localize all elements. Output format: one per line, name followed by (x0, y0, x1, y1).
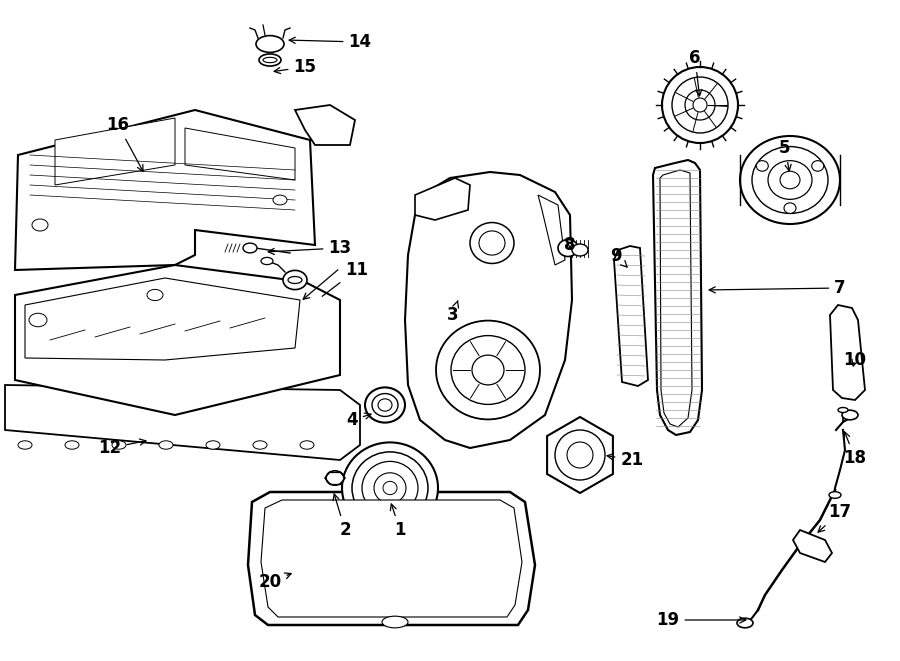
Ellipse shape (780, 171, 800, 189)
Text: 5: 5 (779, 139, 791, 171)
Text: 8: 8 (564, 236, 576, 254)
Ellipse shape (288, 276, 302, 284)
Ellipse shape (737, 618, 753, 628)
Polygon shape (405, 172, 572, 448)
Text: 7: 7 (709, 279, 846, 297)
Ellipse shape (65, 441, 79, 449)
Text: 10: 10 (843, 351, 867, 369)
Polygon shape (740, 155, 840, 205)
Ellipse shape (740, 136, 840, 224)
Polygon shape (295, 105, 355, 145)
Ellipse shape (555, 430, 605, 480)
Ellipse shape (383, 481, 397, 494)
Text: 19: 19 (656, 611, 746, 629)
Text: 2: 2 (333, 494, 351, 539)
Ellipse shape (472, 355, 504, 385)
Ellipse shape (558, 239, 578, 256)
Ellipse shape (159, 441, 173, 449)
Ellipse shape (829, 492, 841, 498)
Ellipse shape (253, 441, 267, 449)
Polygon shape (248, 492, 535, 625)
Ellipse shape (283, 270, 307, 290)
Ellipse shape (300, 441, 314, 449)
Polygon shape (15, 265, 340, 415)
Text: 9: 9 (610, 247, 627, 267)
Ellipse shape (382, 616, 408, 628)
Polygon shape (653, 160, 702, 435)
Text: 13: 13 (268, 239, 352, 257)
Ellipse shape (243, 243, 257, 253)
Ellipse shape (479, 231, 505, 255)
Polygon shape (261, 500, 522, 617)
Text: 3: 3 (447, 301, 459, 324)
Ellipse shape (374, 473, 406, 503)
Text: 14: 14 (289, 33, 372, 51)
Ellipse shape (672, 77, 728, 133)
Ellipse shape (18, 441, 32, 449)
Ellipse shape (572, 244, 588, 256)
Ellipse shape (365, 387, 405, 422)
Ellipse shape (372, 393, 398, 416)
Ellipse shape (263, 58, 277, 63)
Ellipse shape (752, 147, 828, 214)
Ellipse shape (756, 161, 769, 171)
Ellipse shape (29, 313, 47, 327)
Ellipse shape (662, 95, 738, 114)
Ellipse shape (685, 90, 715, 120)
Text: 17: 17 (818, 503, 851, 532)
Ellipse shape (326, 471, 344, 485)
Ellipse shape (362, 461, 418, 515)
Polygon shape (15, 110, 315, 270)
Polygon shape (830, 305, 865, 400)
Ellipse shape (768, 161, 812, 200)
Ellipse shape (693, 98, 707, 112)
Ellipse shape (273, 195, 287, 205)
Ellipse shape (470, 223, 514, 264)
Ellipse shape (256, 36, 284, 52)
Polygon shape (185, 128, 295, 180)
Text: 21: 21 (608, 451, 643, 469)
Ellipse shape (352, 452, 428, 524)
Ellipse shape (206, 441, 220, 449)
Ellipse shape (112, 441, 126, 449)
Ellipse shape (567, 442, 593, 468)
Text: 4: 4 (346, 411, 371, 429)
Text: 11: 11 (322, 261, 368, 296)
Polygon shape (55, 118, 175, 185)
Polygon shape (538, 195, 565, 265)
Ellipse shape (838, 407, 848, 412)
Ellipse shape (378, 399, 392, 411)
Polygon shape (415, 178, 470, 220)
Ellipse shape (662, 67, 738, 143)
Text: 20: 20 (258, 573, 291, 591)
Ellipse shape (436, 321, 540, 419)
Text: 6: 6 (689, 49, 702, 96)
Polygon shape (660, 170, 692, 427)
Ellipse shape (259, 54, 281, 66)
Ellipse shape (842, 410, 858, 420)
Text: 12: 12 (98, 439, 146, 457)
Ellipse shape (32, 219, 48, 231)
Ellipse shape (812, 161, 824, 171)
Ellipse shape (261, 257, 273, 264)
Ellipse shape (662, 98, 738, 112)
Text: 15: 15 (274, 58, 317, 76)
Ellipse shape (451, 336, 525, 405)
Ellipse shape (147, 290, 163, 301)
Ellipse shape (342, 442, 438, 533)
Polygon shape (614, 246, 648, 386)
Text: 1: 1 (391, 504, 406, 539)
Polygon shape (547, 417, 613, 493)
Polygon shape (5, 385, 360, 460)
Polygon shape (793, 530, 832, 562)
Polygon shape (25, 278, 300, 360)
Text: 18: 18 (843, 432, 867, 467)
Text: 16: 16 (106, 116, 143, 171)
Ellipse shape (784, 203, 796, 214)
